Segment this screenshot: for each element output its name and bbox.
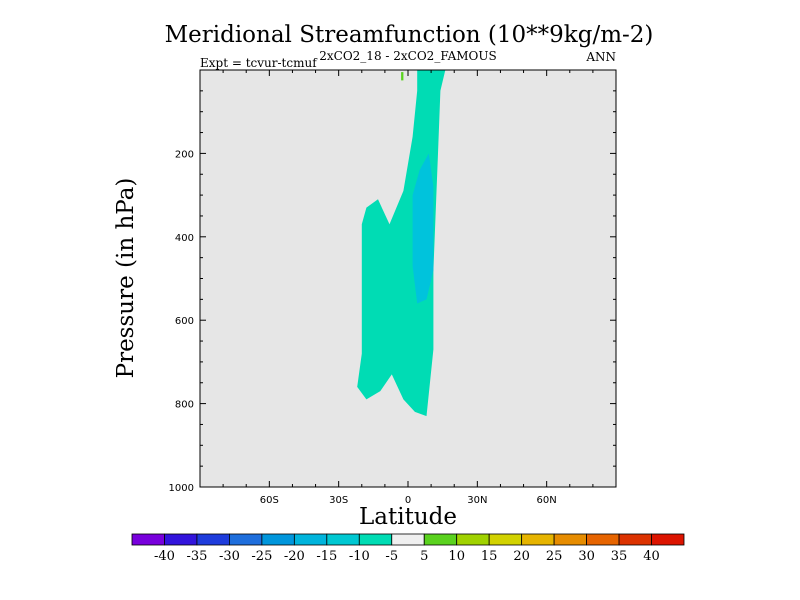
colorbar-label: -30: [219, 549, 240, 564]
chart-title: Meridional Streamfunction (10**9kg/m-2): [165, 22, 654, 48]
colorbar-box: [423, 533, 458, 546]
colorbar-label: 5: [420, 549, 428, 564]
x-tick-label: 60N: [537, 495, 557, 506]
colorbar-box: [488, 533, 523, 546]
colorbar-label: 30: [578, 549, 595, 564]
left-string: Expt = tcvur-tcmuf: [200, 56, 318, 70]
y-tick-label: 800: [175, 400, 194, 411]
colorbar-label: -25: [251, 549, 272, 564]
colorbar-box: [229, 533, 263, 546]
colorbar-label: 10: [448, 549, 465, 564]
colorbar: -40 -35 -30 -25 -20 -15 -10 -5 5 10 15 20 25 30 35 40: [131, 533, 685, 564]
colorbar-label: 40: [643, 549, 660, 564]
x-axis: 60S 30S 0 30N 60N: [199, 70, 617, 506]
y-tick-label: 200: [175, 149, 194, 160]
colorbar-label: -20: [284, 549, 305, 564]
colorbar-box: [553, 533, 587, 546]
x-axis-label: Latitude: [359, 504, 457, 530]
y-tick-label: 600: [175, 316, 194, 327]
x-tick-label: 30N: [467, 495, 487, 506]
colorbar-box: [358, 533, 393, 546]
colorbar-box: [261, 533, 295, 546]
colorbar-label: -15: [316, 549, 337, 564]
colorbar-box: [326, 533, 360, 546]
colorbar-box: [293, 533, 328, 546]
contour-region: [357, 70, 446, 417]
plot-area: [199, 69, 617, 488]
y-axis-label: Pressure (in hPa): [113, 178, 139, 379]
colorbar-label: 15: [481, 549, 498, 564]
colorbar-box: [131, 533, 165, 546]
colorbar-label: -40: [154, 549, 175, 564]
y-tick-label: 400: [175, 233, 194, 244]
colorbar-label: -5: [385, 549, 398, 564]
colorbar-box: [618, 533, 652, 546]
colorbar-label: 20: [513, 549, 530, 564]
colorbar-box: [521, 533, 555, 546]
colorbar-box: [196, 533, 230, 546]
colorbar-box: [586, 533, 620, 546]
contour-region: [412, 153, 434, 304]
colorbar-box: [391, 533, 425, 546]
colorbar-label: 25: [546, 549, 563, 564]
x-tick-label: 0: [405, 495, 411, 506]
x-tick-label: 30S: [329, 495, 348, 506]
y-tick-label: 1000: [169, 483, 194, 494]
x-tick-label: 60S: [260, 495, 279, 506]
colorbar-box: [651, 533, 685, 546]
y-axis: 200 400 600 800 1000: [169, 69, 616, 494]
colorbar-box: [164, 533, 198, 546]
colorbar-label: 35: [611, 549, 628, 564]
center-string: 2xCO2_18 - 2xCO2_FAMOUS: [319, 49, 496, 63]
right-string: ANN: [585, 50, 616, 64]
colorbar-label: -35: [186, 549, 207, 564]
colorbar-label: -10: [349, 549, 370, 564]
colorbar-box: [456, 533, 490, 546]
contour-region: [401, 72, 404, 81]
